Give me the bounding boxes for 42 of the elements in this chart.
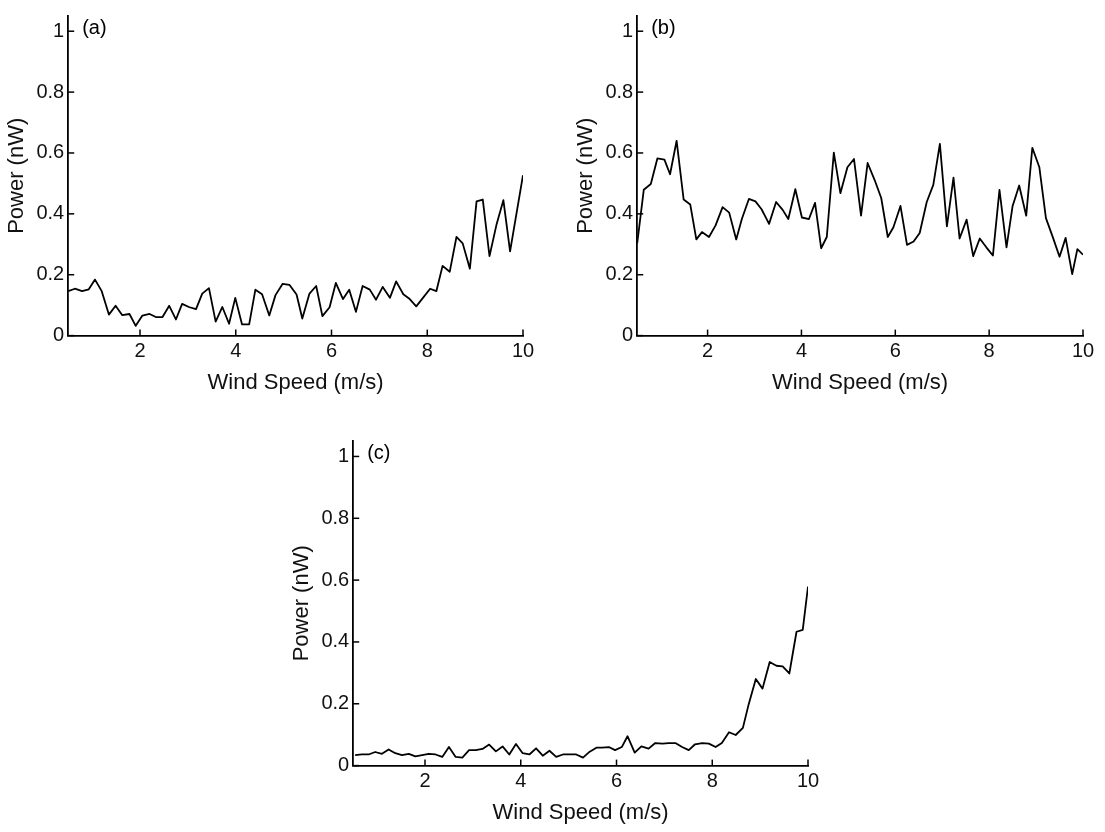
y-tick-label: 0.2 (605, 262, 634, 285)
x-tick-label: 4 (230, 339, 242, 362)
y-tick-label: 1 (338, 443, 350, 466)
y-tick-label: 0.4 (321, 629, 350, 652)
y-tick-label: 0.4 (605, 201, 634, 224)
x-tick-label: 4 (795, 339, 808, 362)
annotation: (a) (82, 15, 107, 38)
y-tick-label: 1 (622, 18, 634, 41)
x-tick-label: 8 (983, 339, 995, 362)
y-tick-label: 0 (338, 753, 350, 776)
y-tick-label: 0.4 (36, 201, 65, 224)
y-tick-label: 0.6 (36, 140, 65, 163)
y-tick-label: 0.8 (36, 79, 65, 102)
y-axis-title: Power (nW) (572, 117, 598, 234)
y-tick-label: 0.2 (36, 262, 65, 285)
y-axis-title: Power (nW) (3, 117, 29, 234)
x-axis-title: Wind Speed (m/s) (207, 368, 384, 394)
x-axis-title: Wind Speed (m/s) (492, 798, 669, 824)
x-tick-label: 2 (702, 339, 714, 362)
y-tick-label: 0.8 (321, 505, 350, 528)
x-tick-label: 10 (511, 339, 535, 362)
y-tick-label: 0 (53, 323, 65, 346)
annotation: (c) (367, 440, 391, 463)
x-tick-label: 6 (889, 339, 901, 362)
x-tick-label: 10 (796, 769, 820, 792)
x-axis-title: Wind Speed (m/s) (772, 368, 949, 394)
y-tick-label: 0.8 (605, 79, 634, 102)
x-tick-label: 4 (515, 769, 527, 792)
x-tick-label: 10 (1071, 339, 1095, 362)
x-tick-label: 6 (610, 769, 623, 792)
y-tick-label: 1 (53, 18, 65, 41)
x-tick-label: 8 (421, 339, 433, 362)
x-tick-label: 6 (325, 339, 338, 362)
y-tick-label: 0.2 (321, 691, 350, 714)
x-tick-label: 2 (419, 769, 431, 792)
y-axis-title: Power (nW) (288, 545, 314, 662)
y-tick-label: 0 (622, 323, 634, 346)
annotation: (b) (651, 15, 676, 38)
x-tick-label: 8 (706, 769, 718, 792)
x-tick-label: 2 (134, 339, 146, 362)
y-tick-label: 0.6 (321, 567, 350, 590)
y-tick-label: 0.6 (605, 140, 634, 163)
